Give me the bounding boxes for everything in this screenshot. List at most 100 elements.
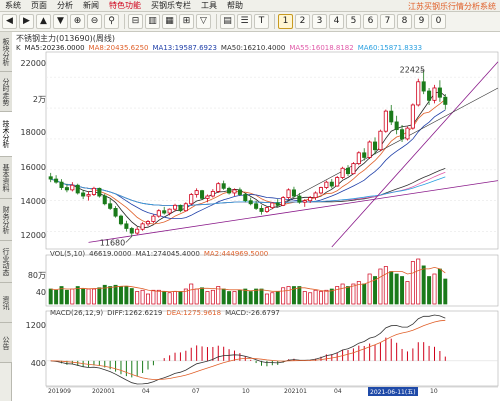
candle-body — [64, 187, 69, 191]
list-icon[interactable]: ☰ — [237, 14, 252, 29]
menu-item[interactable]: 工具 — [201, 1, 217, 10]
legend-entry: MA1:274045.4000 — [135, 250, 200, 258]
price-axis-label: 2万 — [32, 95, 46, 104]
candle-body — [183, 203, 188, 212]
legend-entry: MA50:16210.4000 — [220, 44, 286, 52]
forward-icon[interactable]: ▶ — [19, 14, 34, 29]
volume-bar — [200, 287, 205, 305]
volume-axis-label: 80万 — [27, 271, 46, 280]
candle-body — [254, 203, 259, 209]
sidebar-tab[interactable]: 板块分析 — [0, 32, 12, 72]
bar-chart-icon[interactable]: ▥ — [145, 14, 160, 29]
candle-body — [335, 177, 340, 187]
x-axis-label: 10 — [430, 388, 438, 395]
brand-title: 江苏买钢乐行情分析系统 — [408, 2, 496, 11]
price-axis-label: 16000 — [20, 163, 46, 172]
menu-item[interactable]: 页面 — [31, 1, 47, 10]
candle-body — [59, 181, 64, 188]
multi-window-icon[interactable]: ⊞ — [179, 14, 194, 29]
sidebar-tab[interactable]: 公告 — [0, 323, 12, 363]
volume-bar — [129, 288, 134, 305]
menu-item[interactable]: 特色功能 — [109, 1, 141, 10]
candle-body — [394, 121, 399, 131]
x-axis-label: 04 — [334, 388, 342, 395]
period-4-button[interactable]: 4 — [329, 14, 344, 29]
up-icon[interactable]: ▲ — [36, 14, 51, 29]
volume-bar — [124, 286, 129, 305]
volume-bar — [167, 292, 172, 305]
menu-item[interactable]: 分析 — [57, 1, 73, 10]
candle-body — [356, 152, 361, 165]
menu-item[interactable]: 系统 — [5, 1, 21, 10]
candle-body — [227, 187, 232, 194]
volume-bar — [405, 281, 410, 305]
sidebar-tab[interactable]: 技术分析 — [0, 112, 12, 157]
low-price-label: 11680 — [100, 239, 125, 248]
moving-average-line — [50, 99, 446, 225]
zoom-out-icon[interactable]: ⊖ — [87, 14, 102, 29]
candle-body — [324, 181, 329, 188]
menu-item[interactable]: 新闻 — [83, 1, 99, 10]
candle-body — [151, 215, 156, 222]
period-6-button[interactable]: 6 — [363, 14, 378, 29]
menu-item[interactable]: 帮助 — [227, 1, 243, 10]
candle-body — [232, 189, 237, 194]
down-icon[interactable]: ▼ — [53, 14, 68, 29]
volume-bar — [351, 283, 356, 305]
candle-body — [162, 210, 167, 214]
volume-bar — [270, 292, 275, 305]
menu-item[interactable]: 买钢乐专栏 — [151, 1, 191, 10]
candle-body — [378, 130, 383, 151]
period-2-button[interactable]: 2 — [295, 14, 310, 29]
candlestick-chart[interactable]: 22425 11680 — [12, 32, 500, 401]
volume-bar — [383, 266, 388, 305]
candle-body — [329, 181, 334, 187]
candle-body — [362, 152, 367, 158]
legend-entry: 46619.0000 — [89, 250, 132, 258]
sidebar-tab[interactable]: 资讯 — [0, 283, 12, 323]
period-3-button[interactable]: 3 — [312, 14, 327, 29]
grid-icon[interactable]: ▦ — [162, 14, 177, 29]
candle-body — [373, 141, 378, 151]
candle-body — [351, 163, 356, 175]
volume-bar — [437, 268, 442, 305]
candle-body — [91, 187, 96, 195]
period-9-button[interactable]: 9 — [414, 14, 429, 29]
zoom-in-icon[interactable]: ⊕ — [70, 14, 85, 29]
period-5-button[interactable]: 5 — [346, 14, 361, 29]
volume-bar — [432, 273, 437, 305]
candle-body — [210, 191, 215, 197]
volume-bar — [54, 289, 59, 305]
back-icon[interactable]: ◀ — [2, 14, 17, 29]
macd-axis-label: 1200 — [25, 321, 46, 330]
filter-icon[interactable]: ▽ — [196, 14, 211, 29]
candle-body — [102, 195, 107, 205]
toolbar-separator — [274, 14, 275, 29]
volume-bar — [291, 286, 296, 305]
sidebar-tab[interactable]: 分时走势 — [0, 72, 12, 112]
period-1-button[interactable]: 1 — [278, 14, 293, 29]
volume-bar — [221, 288, 226, 305]
high-price-label: 22425 — [400, 66, 425, 75]
chart-area[interactable]: 不锈钢主力(013690)(周线) K MA5:20236.0000 MA8:204… — [12, 32, 500, 401]
ruler-icon[interactable]: ⊟ — [128, 14, 143, 29]
volume-axis-label: 40 — [35, 288, 46, 297]
text-icon[interactable]: T — [254, 14, 269, 29]
volume-bar — [237, 289, 242, 305]
legend-entry: MA60:15871.8333 — [357, 44, 423, 52]
sidebar-tab[interactable]: 行业动态 — [0, 241, 12, 283]
macd-legend: MACD(26,12,9) DIFF:1262.6219 DEA:1275.9618… — [50, 309, 280, 317]
search-icon[interactable]: ⚲ — [104, 14, 119, 29]
volume-bar — [373, 276, 377, 305]
period-0-button[interactable]: 0 — [431, 14, 446, 29]
period-8-button[interactable]: 8 — [397, 14, 412, 29]
table-icon[interactable]: ▤ — [220, 14, 235, 29]
sidebar-tab[interactable]: 财务分析 — [0, 199, 12, 241]
period-7-button[interactable]: 7 — [380, 14, 395, 29]
x-axis-label: 201909 — [48, 388, 71, 395]
candle-body — [189, 194, 194, 205]
legend-entry: K — [16, 44, 21, 52]
candle-body — [54, 178, 59, 183]
date-cursor-label: 2021-06-11(五) — [368, 387, 418, 396]
sidebar-tab[interactable]: 基本资料 — [0, 157, 12, 199]
